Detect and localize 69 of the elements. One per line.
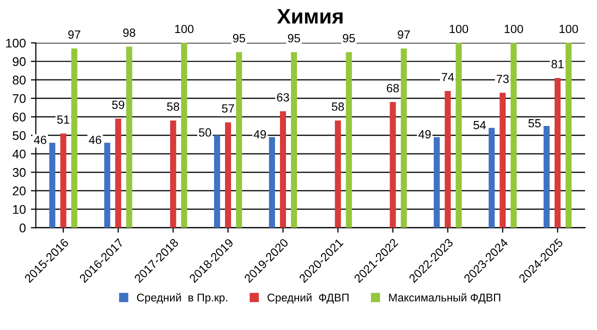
- bar: [500, 92, 506, 228]
- data-label: 51: [57, 115, 70, 124]
- data-label: 95: [342, 34, 355, 42]
- bar: [268, 137, 276, 228]
- bar: [390, 102, 396, 228]
- bar: [236, 52, 242, 228]
- y-tick-label: 50: [12, 131, 26, 140]
- bar: [346, 52, 352, 228]
- data-label: 50: [198, 128, 212, 137]
- data-label: 68: [386, 84, 399, 92]
- bar: [488, 128, 495, 228]
- bar: [334, 120, 341, 228]
- bar: [60, 133, 66, 228]
- data-label: 95: [233, 34, 246, 42]
- data-label: 49: [418, 130, 431, 139]
- y-tick-label: 60: [12, 112, 26, 122]
- data-label: 73: [496, 74, 509, 84]
- bar: [214, 135, 220, 228]
- bar: [181, 42, 188, 228]
- data-label: 100: [504, 24, 524, 34]
- y-tick-label: 20: [12, 186, 26, 196]
- bar: [280, 111, 286, 228]
- bar: [444, 90, 451, 228]
- bar: [126, 46, 132, 228]
- bar: [290, 52, 297, 228]
- legend-label: Средний в Пр.кр.: [137, 293, 228, 304]
- y-tick-label: 80: [12, 76, 26, 85]
- data-label: 98: [123, 28, 136, 37]
- data-label: 100: [450, 24, 468, 34]
- legend-label: Средний ФДВП: [268, 293, 349, 304]
- data-label: 58: [167, 102, 180, 111]
- bar: [554, 78, 561, 228]
- bar: [49, 142, 56, 228]
- bar: [456, 42, 462, 228]
- bar: [170, 120, 176, 228]
- data-label: 54: [474, 121, 486, 130]
- legend-label: Максимальный ФДВП: [389, 293, 500, 304]
- data-label: 74: [442, 72, 454, 82]
- bar: [104, 142, 110, 228]
- data-label: 46: [88, 136, 102, 144]
- bar: [566, 42, 572, 228]
- data-label: 81: [552, 60, 564, 68]
- data-label: 100: [175, 24, 194, 34]
- y-tick-label: 10: [13, 205, 26, 214]
- y-tick-label: 30: [12, 168, 26, 177]
- y-tick-label: 0: [20, 224, 26, 232]
- data-label: 100: [560, 24, 578, 34]
- bar: [225, 122, 232, 228]
- y-tick-label: 100: [6, 38, 26, 48]
- bar: [434, 137, 440, 228]
- data-label: 46: [34, 136, 46, 144]
- data-label: 63: [277, 93, 290, 102]
- bar: [400, 48, 407, 228]
- bar: [544, 126, 550, 228]
- data-label: 95: [288, 34, 300, 42]
- bar: [115, 118, 122, 228]
- data-label: 59: [112, 100, 124, 109]
- data-label: 97: [398, 30, 410, 39]
- data-label: 58: [332, 102, 344, 111]
- data-label: 55: [528, 119, 541, 128]
- data-label: 97: [68, 30, 80, 39]
- bar: [510, 42, 517, 228]
- y-tick-label: 90: [12, 57, 26, 66]
- y-tick-label: 40: [12, 150, 26, 158]
- bar: [71, 48, 78, 228]
- data-label: 57: [222, 104, 234, 113]
- y-tick-label: 70: [12, 94, 26, 103]
- chart-title: Химия: [277, 9, 343, 24]
- data-label: 49: [254, 130, 266, 139]
